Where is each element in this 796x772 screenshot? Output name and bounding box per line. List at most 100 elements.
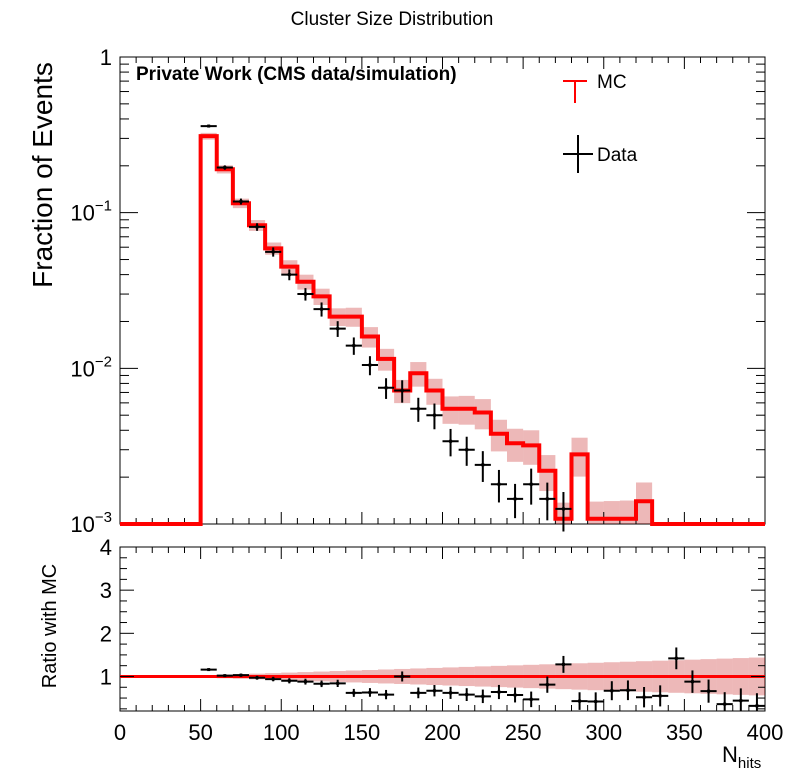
lower-y-tick-labels: 1 2 3 4	[100, 535, 112, 689]
upper-y-tick-labels: 110−110−210−3	[70, 45, 112, 537]
ratio-point	[652, 685, 669, 707]
data-point	[361, 356, 378, 376]
mc-error-bin	[507, 428, 524, 462]
x-tick-label: 350	[666, 720, 703, 745]
upper-y-tick-label: 10−2	[70, 353, 112, 381]
ratio-point	[668, 647, 685, 670]
lower-panel: Ratio with MC 1 2 3 4 0 50 100 150 200 250 300 350…	[39, 535, 783, 772]
data-point	[232, 198, 249, 205]
ratio-point	[507, 687, 524, 703]
lower-y-axis-label: Ratio with MC	[39, 564, 61, 688]
data-point	[523, 468, 540, 505]
ratio-point	[426, 685, 443, 697]
ratio-point	[748, 693, 765, 711]
y-tick-base: 10	[70, 201, 94, 226]
legend-mc-label: MC	[597, 72, 627, 93]
data-point	[249, 223, 266, 231]
data-point	[539, 482, 556, 521]
lower-y-tick-label: 3	[100, 578, 112, 603]
x-tick-label: 300	[585, 720, 622, 745]
ratio-point	[281, 678, 298, 684]
lower-axis-ticks	[119, 546, 766, 711]
upper-axis-ticks	[119, 57, 766, 525]
lower-y-tick-label: 1	[100, 664, 112, 689]
x-tick-label: 100	[263, 720, 300, 745]
ratio-point	[216, 674, 233, 678]
data-point	[329, 321, 346, 337]
mc-step-line	[120, 134, 765, 526]
x-tick-labels: 0 50 100 150 200 250 300 350 400	[114, 720, 783, 745]
ratio-point	[378, 689, 395, 700]
ratio-point	[523, 691, 540, 708]
ratio-point	[410, 687, 427, 699]
y-tick-exponent: −3	[95, 509, 112, 526]
ratio-points	[200, 647, 765, 711]
lower-y-tick-label: 2	[100, 621, 112, 646]
x-axis-label-sub: hits	[738, 755, 761, 772]
data-point	[378, 378, 395, 399]
ratio-point	[232, 673, 249, 677]
x-tick-label: 150	[344, 720, 381, 745]
x-tick-label: 0	[114, 720, 126, 745]
upper-y-tick-label: 10−1	[70, 198, 112, 226]
data-point	[442, 428, 459, 457]
data-point	[216, 165, 233, 170]
lower-y-tick-label: 4	[100, 535, 112, 560]
ratio-point	[587, 692, 604, 711]
y-tick-exponent: −1	[95, 198, 112, 215]
legend: MC Data	[563, 72, 638, 173]
mc-error-bin	[571, 437, 588, 477]
x-tick-label: 200	[424, 720, 461, 745]
y-tick-base: 10	[70, 512, 94, 537]
ratio-point	[619, 680, 636, 701]
ratio-point	[700, 679, 717, 703]
ratio-point	[249, 675, 266, 680]
chart-title: Cluster Size Distribution	[291, 9, 494, 30]
data-point	[490, 469, 507, 503]
y-tick-exponent: −2	[95, 353, 112, 370]
upper-y-axis-label: Fraction of Events	[27, 62, 58, 288]
upper-y-tick-label: 10−3	[70, 509, 112, 537]
x-tick-label: 400	[747, 720, 784, 745]
ratio-point	[539, 676, 556, 693]
data-point	[313, 302, 330, 317]
data-point	[297, 288, 314, 301]
y-tick-base: 10	[70, 356, 94, 381]
data-point	[281, 269, 298, 281]
ratio-point	[297, 678, 314, 685]
ratio-point	[490, 684, 507, 700]
ratio-point	[345, 688, 362, 697]
data-point	[200, 124, 217, 128]
mc-error-bin	[539, 455, 556, 492]
upper-panel: Fraction of Events Private Work (CMS dat…	[27, 45, 766, 537]
ratio-error-band	[200, 657, 765, 696]
data-point	[426, 403, 443, 430]
x-axis-label-main: N	[722, 742, 738, 767]
ratio-point	[474, 689, 491, 704]
ratio-point	[200, 668, 217, 672]
ratio-point	[329, 679, 346, 688]
ratio-point	[716, 692, 733, 711]
data-points	[200, 124, 572, 532]
ratio-point	[361, 688, 378, 697]
ratio-point	[458, 688, 475, 701]
legend-mc-marker	[563, 80, 587, 103]
ratio-point	[684, 670, 701, 693]
ratio-point	[555, 655, 572, 673]
legend-data-label: Data	[597, 145, 638, 166]
data-point	[394, 380, 411, 403]
data-point	[555, 492, 572, 532]
ratio-point	[313, 680, 330, 688]
data-point	[410, 397, 427, 422]
legend-data-marker	[563, 135, 593, 173]
data-point	[265, 247, 282, 257]
data-point	[345, 337, 362, 355]
data-point	[507, 483, 524, 519]
ratio-point	[571, 692, 588, 710]
x-tick-label: 250	[505, 720, 542, 745]
x-axis-label: Nhits	[722, 742, 761, 772]
ratio-point	[265, 676, 282, 682]
y-tick-base: 1	[100, 45, 112, 70]
mc-error-band	[200, 132, 653, 524]
